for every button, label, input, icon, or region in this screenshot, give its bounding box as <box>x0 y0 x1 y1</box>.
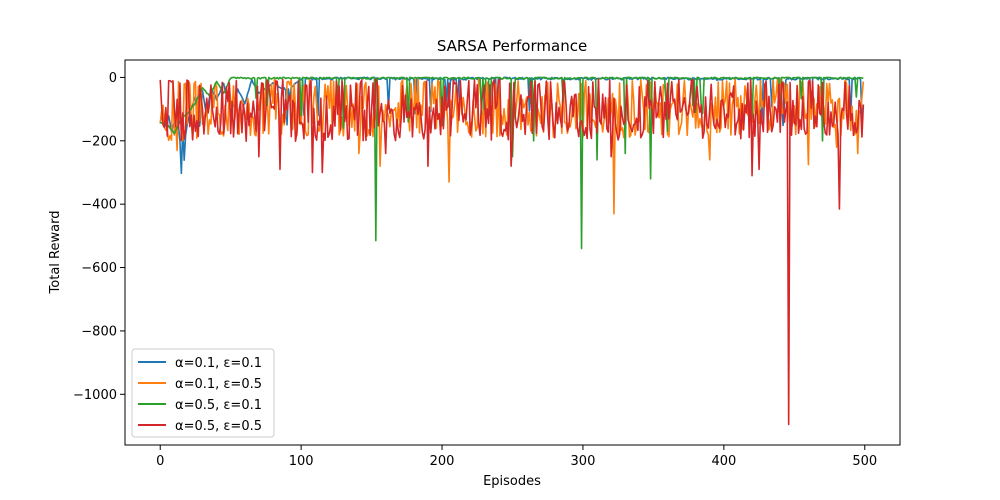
x-tick-label: 0 <box>156 454 164 469</box>
x-tick-label: 200 <box>430 454 455 469</box>
plot-lines <box>159 76 865 426</box>
x-tick-label: 400 <box>711 454 736 469</box>
series-line-3 <box>159 76 864 250</box>
y-tick-label: −1000 <box>73 388 117 403</box>
legend-label: α=0.5, ε=0.1 <box>175 398 262 413</box>
y-axis-label: Total Reward <box>48 211 63 295</box>
legend-label: α=0.1, ε=0.5 <box>175 377 262 392</box>
x-tick-label: 500 <box>852 454 877 469</box>
y-tick-label: −600 <box>81 261 117 276</box>
y-tick-label: −800 <box>81 324 117 339</box>
x-axis-label: Episodes <box>483 474 541 489</box>
legend-label: α=0.5, ε=0.5 <box>175 419 262 434</box>
y-tick-label: −400 <box>81 198 117 213</box>
y-tick-label: 0 <box>109 71 117 86</box>
x-tick-label: 100 <box>289 454 314 469</box>
x-axis: 0 100 200 300 400 500 <box>156 445 877 469</box>
legend: α=0.1, ε=0.1 α=0.1, ε=0.5 α=0.5, ε=0.1 α=0.… <box>131 348 275 438</box>
chart-title: SARSA Performance <box>437 37 587 55</box>
legend-box <box>131 348 275 438</box>
series-line-4 <box>159 78 865 426</box>
y-tick-label: −200 <box>81 134 117 149</box>
plot-frame <box>124 59 901 446</box>
legend-label: α=0.1, ε=0.1 <box>175 356 262 371</box>
y-axis: 0 −200 −400 −600 −800 −1000 <box>73 71 125 403</box>
x-tick-label: 300 <box>571 454 596 469</box>
